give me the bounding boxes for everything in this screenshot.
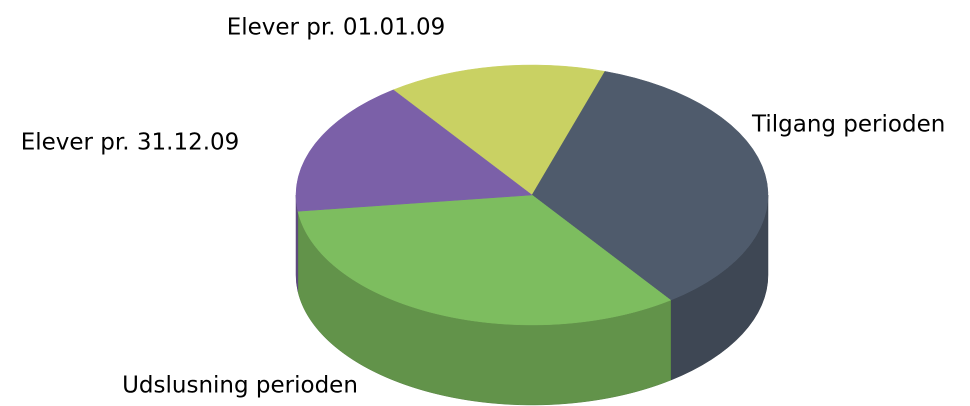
slice-label: Udslusning perioden: [122, 373, 358, 399]
pie-slice: [531, 71, 769, 301]
slice-label: Elever pr. 31.12.09: [21, 130, 240, 156]
pie-slice: [392, 64, 606, 196]
slice-label: Elever pr. 01.01.09: [227, 15, 446, 41]
pie-slice: [297, 194, 672, 326]
slice-label: Tilgang perioden: [751, 112, 945, 138]
pie-tops: [295, 64, 769, 326]
pie-slice: [295, 89, 533, 212]
